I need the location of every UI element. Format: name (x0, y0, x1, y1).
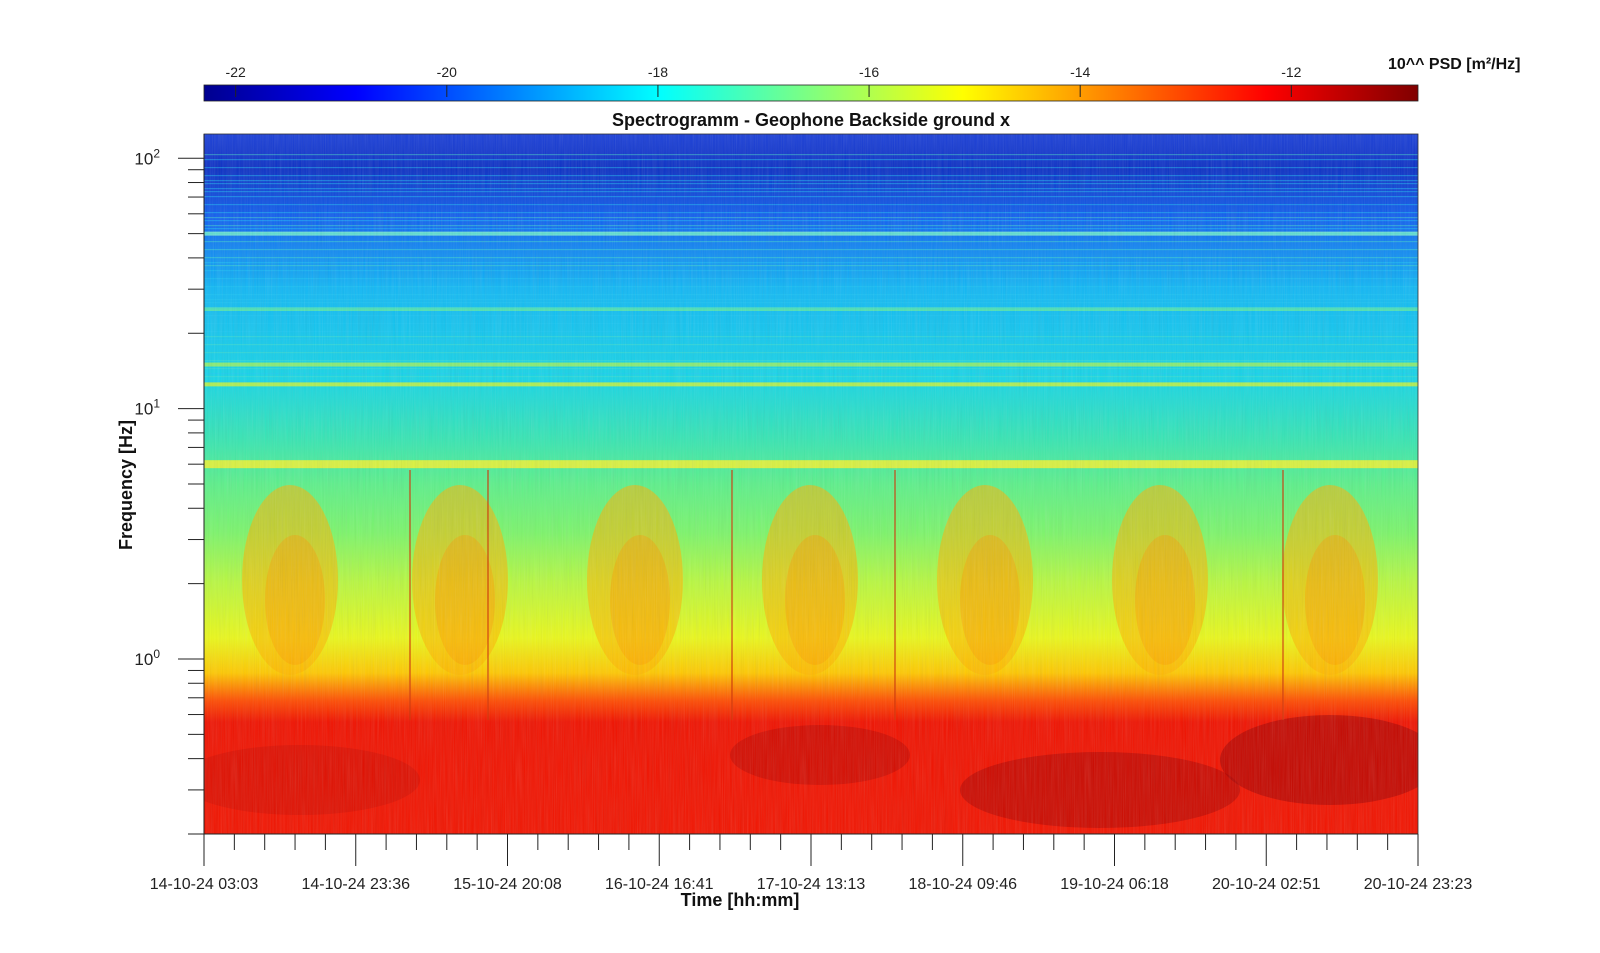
noise-texture (204, 134, 1418, 834)
y-axis-ticks: 100 101 102 (134, 146, 204, 835)
colorbar-tick-label: -16 (859, 64, 879, 80)
x-tick-label: 20-10-24 02:51 (1212, 876, 1321, 893)
x-tick-label: 20-10-24 23:23 (1364, 876, 1473, 893)
x-tick-label: 15-10-24 20:08 (453, 876, 562, 893)
colorbar-tick-label: -18 (648, 64, 668, 80)
y-tick-label: 102 (134, 146, 160, 168)
chart-title: Spectrogramm - Geophone Backside ground … (612, 110, 1010, 130)
colorbar-label: 10^^ PSD [m²/Hz] (1388, 56, 1521, 73)
colorbar-ticks: -22 -20 -18 -16 -14 -12 (226, 64, 1302, 97)
x-axis-label: Time [hh:mm] (681, 890, 800, 910)
x-tick-label: 14-10-24 23:36 (301, 876, 410, 893)
colorbar-tick-label: -12 (1281, 64, 1301, 80)
x-axis-ticks: 14-10-24 03:03 14-10-24 23:36 15-10-24 20:… (150, 834, 1473, 893)
x-tick-label: 14-10-24 03:03 (150, 876, 259, 893)
y-tick-label: 100 (134, 647, 160, 669)
colorbar-tick-label: -20 (437, 64, 457, 80)
x-tick-label: 19-10-24 06:18 (1060, 876, 1169, 893)
x-tick-label: 17-10-24 13:13 (757, 876, 866, 893)
y-tick-label: 101 (134, 397, 160, 419)
x-tick-label: 16-10-24 16:41 (605, 876, 714, 893)
x-tick-label: 18-10-24 09:46 (908, 876, 1017, 893)
colorbar (203, 84, 1419, 102)
colorbar-tick-label: -22 (226, 64, 246, 80)
colorbar-tick-label: -14 (1070, 64, 1090, 80)
y-axis-label: Frequency [Hz] (116, 420, 136, 550)
